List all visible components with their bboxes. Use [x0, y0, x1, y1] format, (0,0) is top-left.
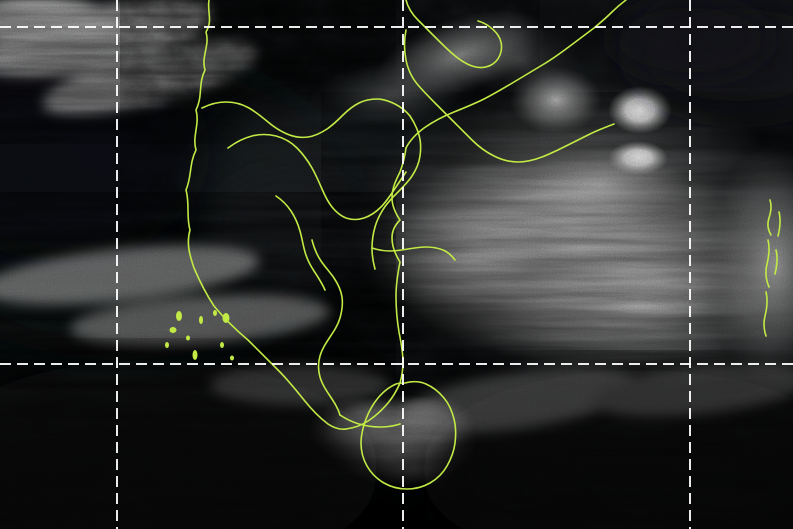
lakshadweep-island-dots [165, 310, 234, 361]
boundary-overlay-paths [185, 0, 781, 490]
